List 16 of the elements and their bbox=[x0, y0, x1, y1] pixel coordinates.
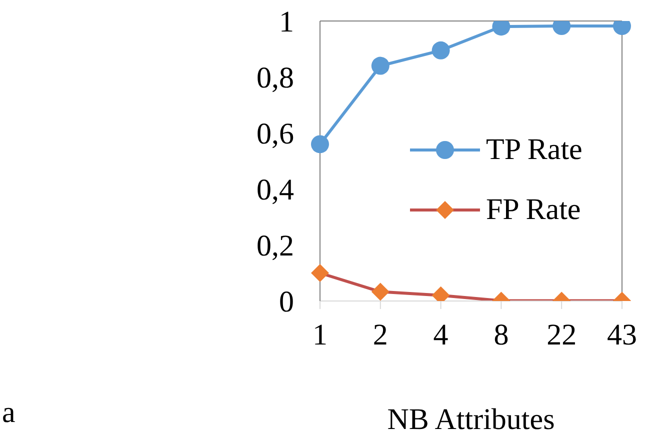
x-axis-title: NB Attributes bbox=[387, 403, 555, 431]
x-tick-label: 22 bbox=[546, 318, 577, 352]
legend-label: TP Rate bbox=[486, 133, 582, 167]
x-tick-label: 43 bbox=[607, 318, 637, 352]
y-tick-label: 0,2 bbox=[256, 230, 294, 263]
x-tick-label: 1 bbox=[312, 318, 328, 352]
legend-label: FP Rate bbox=[486, 193, 581, 227]
y-tick-label: 0 bbox=[279, 286, 294, 319]
y-tick-label: 1 bbox=[279, 6, 294, 39]
x-tick-label: 8 bbox=[494, 318, 509, 352]
text: a bbox=[2, 396, 16, 429]
x-tick-label: 4 bbox=[433, 318, 448, 352]
y-tick-label: 0,8 bbox=[256, 62, 294, 95]
y-tick-label: 0,6 bbox=[256, 118, 294, 151]
x-tick-label: 2 bbox=[372, 318, 388, 352]
y-tick-label: 0,4 bbox=[256, 174, 294, 207]
